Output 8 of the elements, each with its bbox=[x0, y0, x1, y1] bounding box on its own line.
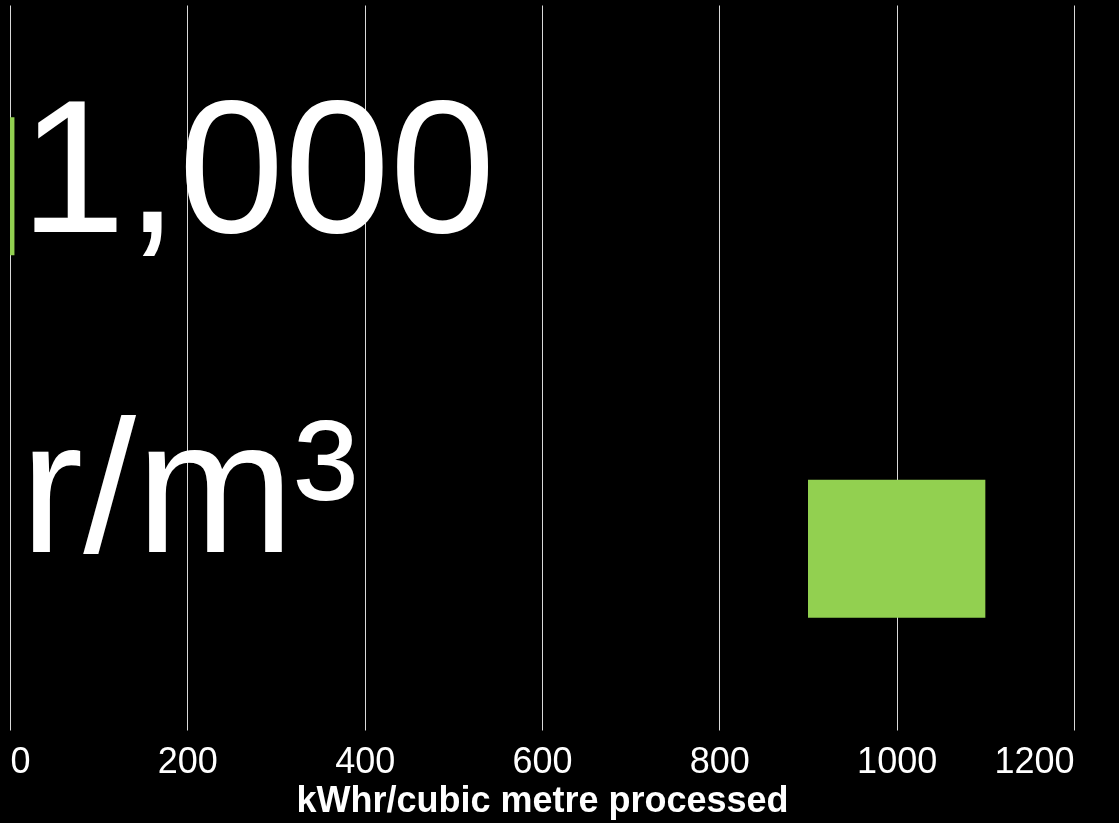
x-axis-title: kWhr/cubic metre processed bbox=[296, 778, 789, 820]
x-tick-label: 600 bbox=[512, 739, 573, 781]
x-tick-label: 0 bbox=[10, 739, 31, 781]
x-tick-label: 800 bbox=[689, 739, 750, 781]
x-tick-label: 400 bbox=[335, 739, 396, 781]
x-tick-label: 200 bbox=[157, 739, 218, 781]
x-tick-label: 1000 bbox=[857, 739, 938, 781]
x-tick-label: 1200 bbox=[994, 739, 1075, 781]
